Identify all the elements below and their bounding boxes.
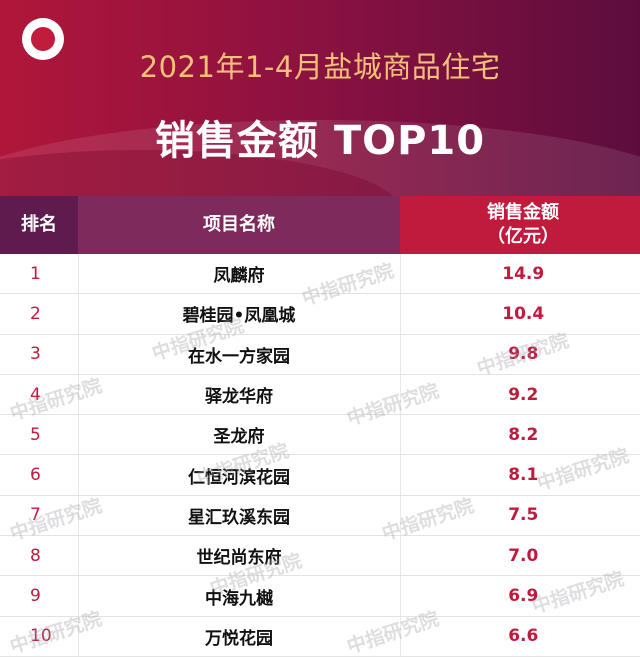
row-rank: 5 — [0, 414, 78, 456]
row-project-name: 世纪尚东府 — [77, 535, 401, 577]
row-amount: 9.8 — [400, 334, 640, 375]
logo-icon — [22, 18, 64, 60]
row-rank: 4 — [0, 374, 78, 416]
row-amount: 8.2 — [400, 414, 640, 456]
page-subtitle: 2021年1-4月盐城商品住宅 — [139, 50, 501, 84]
row-rank: 1 — [0, 254, 78, 295]
table-row: 2 碧桂园•凤凰城 10.4 — [0, 293, 640, 335]
row-project-name: 仁恒河滨花园 — [77, 454, 401, 496]
row-amount: 6.6 — [400, 616, 640, 657]
row-rank: 7 — [0, 495, 78, 537]
table-row: 4 驿龙华府 9.2 — [0, 374, 640, 416]
table-row: 1 凤麟府 14.9 — [0, 254, 640, 295]
row-project-name: 凤麟府 — [77, 254, 401, 295]
page-title: 销售金额 TOP10 — [154, 118, 486, 164]
header-banner: 2021年1-4月盐城商品住宅 销售金额 TOP10 — [0, 0, 640, 196]
column-header-rank: 排名 — [0, 196, 78, 254]
table-row: 7 星汇玖溪东园 7.5 — [0, 495, 640, 537]
table-row: 10 万悦花园 6.6 — [0, 616, 640, 657]
row-project-name: 星汇玖溪东园 — [77, 495, 401, 537]
row-project-name: 万悦花园 — [77, 616, 401, 657]
row-amount: 7.0 — [400, 535, 640, 577]
row-project-name: 碧桂园•凤凰城 — [77, 293, 401, 335]
row-rank: 2 — [0, 293, 78, 335]
row-rank: 6 — [0, 454, 78, 496]
row-amount: 7.5 — [400, 495, 640, 537]
row-amount: 8.1 — [400, 454, 640, 496]
column-header-project: 项目名称 — [78, 196, 400, 254]
row-rank: 8 — [0, 535, 78, 577]
table-row: 8 世纪尚东府 7.0 — [0, 535, 640, 577]
row-amount: 14.9 — [400, 254, 640, 295]
table-row: 9 中海九樾 6.9 — [0, 575, 640, 617]
row-project-name: 中海九樾 — [77, 575, 401, 617]
row-project-name: 圣龙府 — [77, 414, 401, 456]
row-rank: 9 — [0, 575, 78, 617]
table-header-row: 排名 项目名称 销售金额 （亿元） — [0, 196, 640, 254]
table-row: 6 仁恒河滨花园 8.1 — [0, 454, 640, 496]
table-row: 5 圣龙府 8.2 — [0, 414, 640, 456]
row-rank: 3 — [0, 334, 78, 375]
row-amount: 9.2 — [400, 374, 640, 416]
row-amount: 6.9 — [400, 575, 640, 617]
row-project-name: 在水一方家园 — [77, 334, 401, 375]
ranking-table: 排名 项目名称 销售金额 （亿元） 1 凤麟府 14.9 2 碧桂园•凤凰城 1… — [0, 196, 640, 657]
table-row: 3 在水一方家园 9.8 — [0, 334, 640, 375]
row-project-name: 驿龙华府 — [77, 374, 401, 416]
row-amount: 10.4 — [400, 293, 640, 335]
row-rank: 10 — [0, 616, 78, 657]
column-header-amount: 销售金额 （亿元） — [400, 196, 640, 254]
